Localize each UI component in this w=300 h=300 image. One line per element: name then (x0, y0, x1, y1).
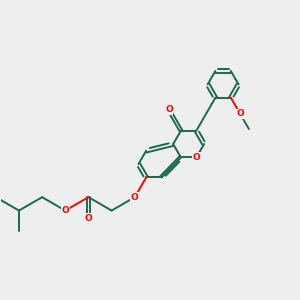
Text: O: O (131, 193, 139, 202)
Text: O: O (236, 110, 244, 118)
Text: O: O (193, 153, 200, 162)
Text: O: O (85, 214, 92, 223)
Text: O: O (61, 206, 69, 215)
Text: O: O (165, 105, 173, 114)
